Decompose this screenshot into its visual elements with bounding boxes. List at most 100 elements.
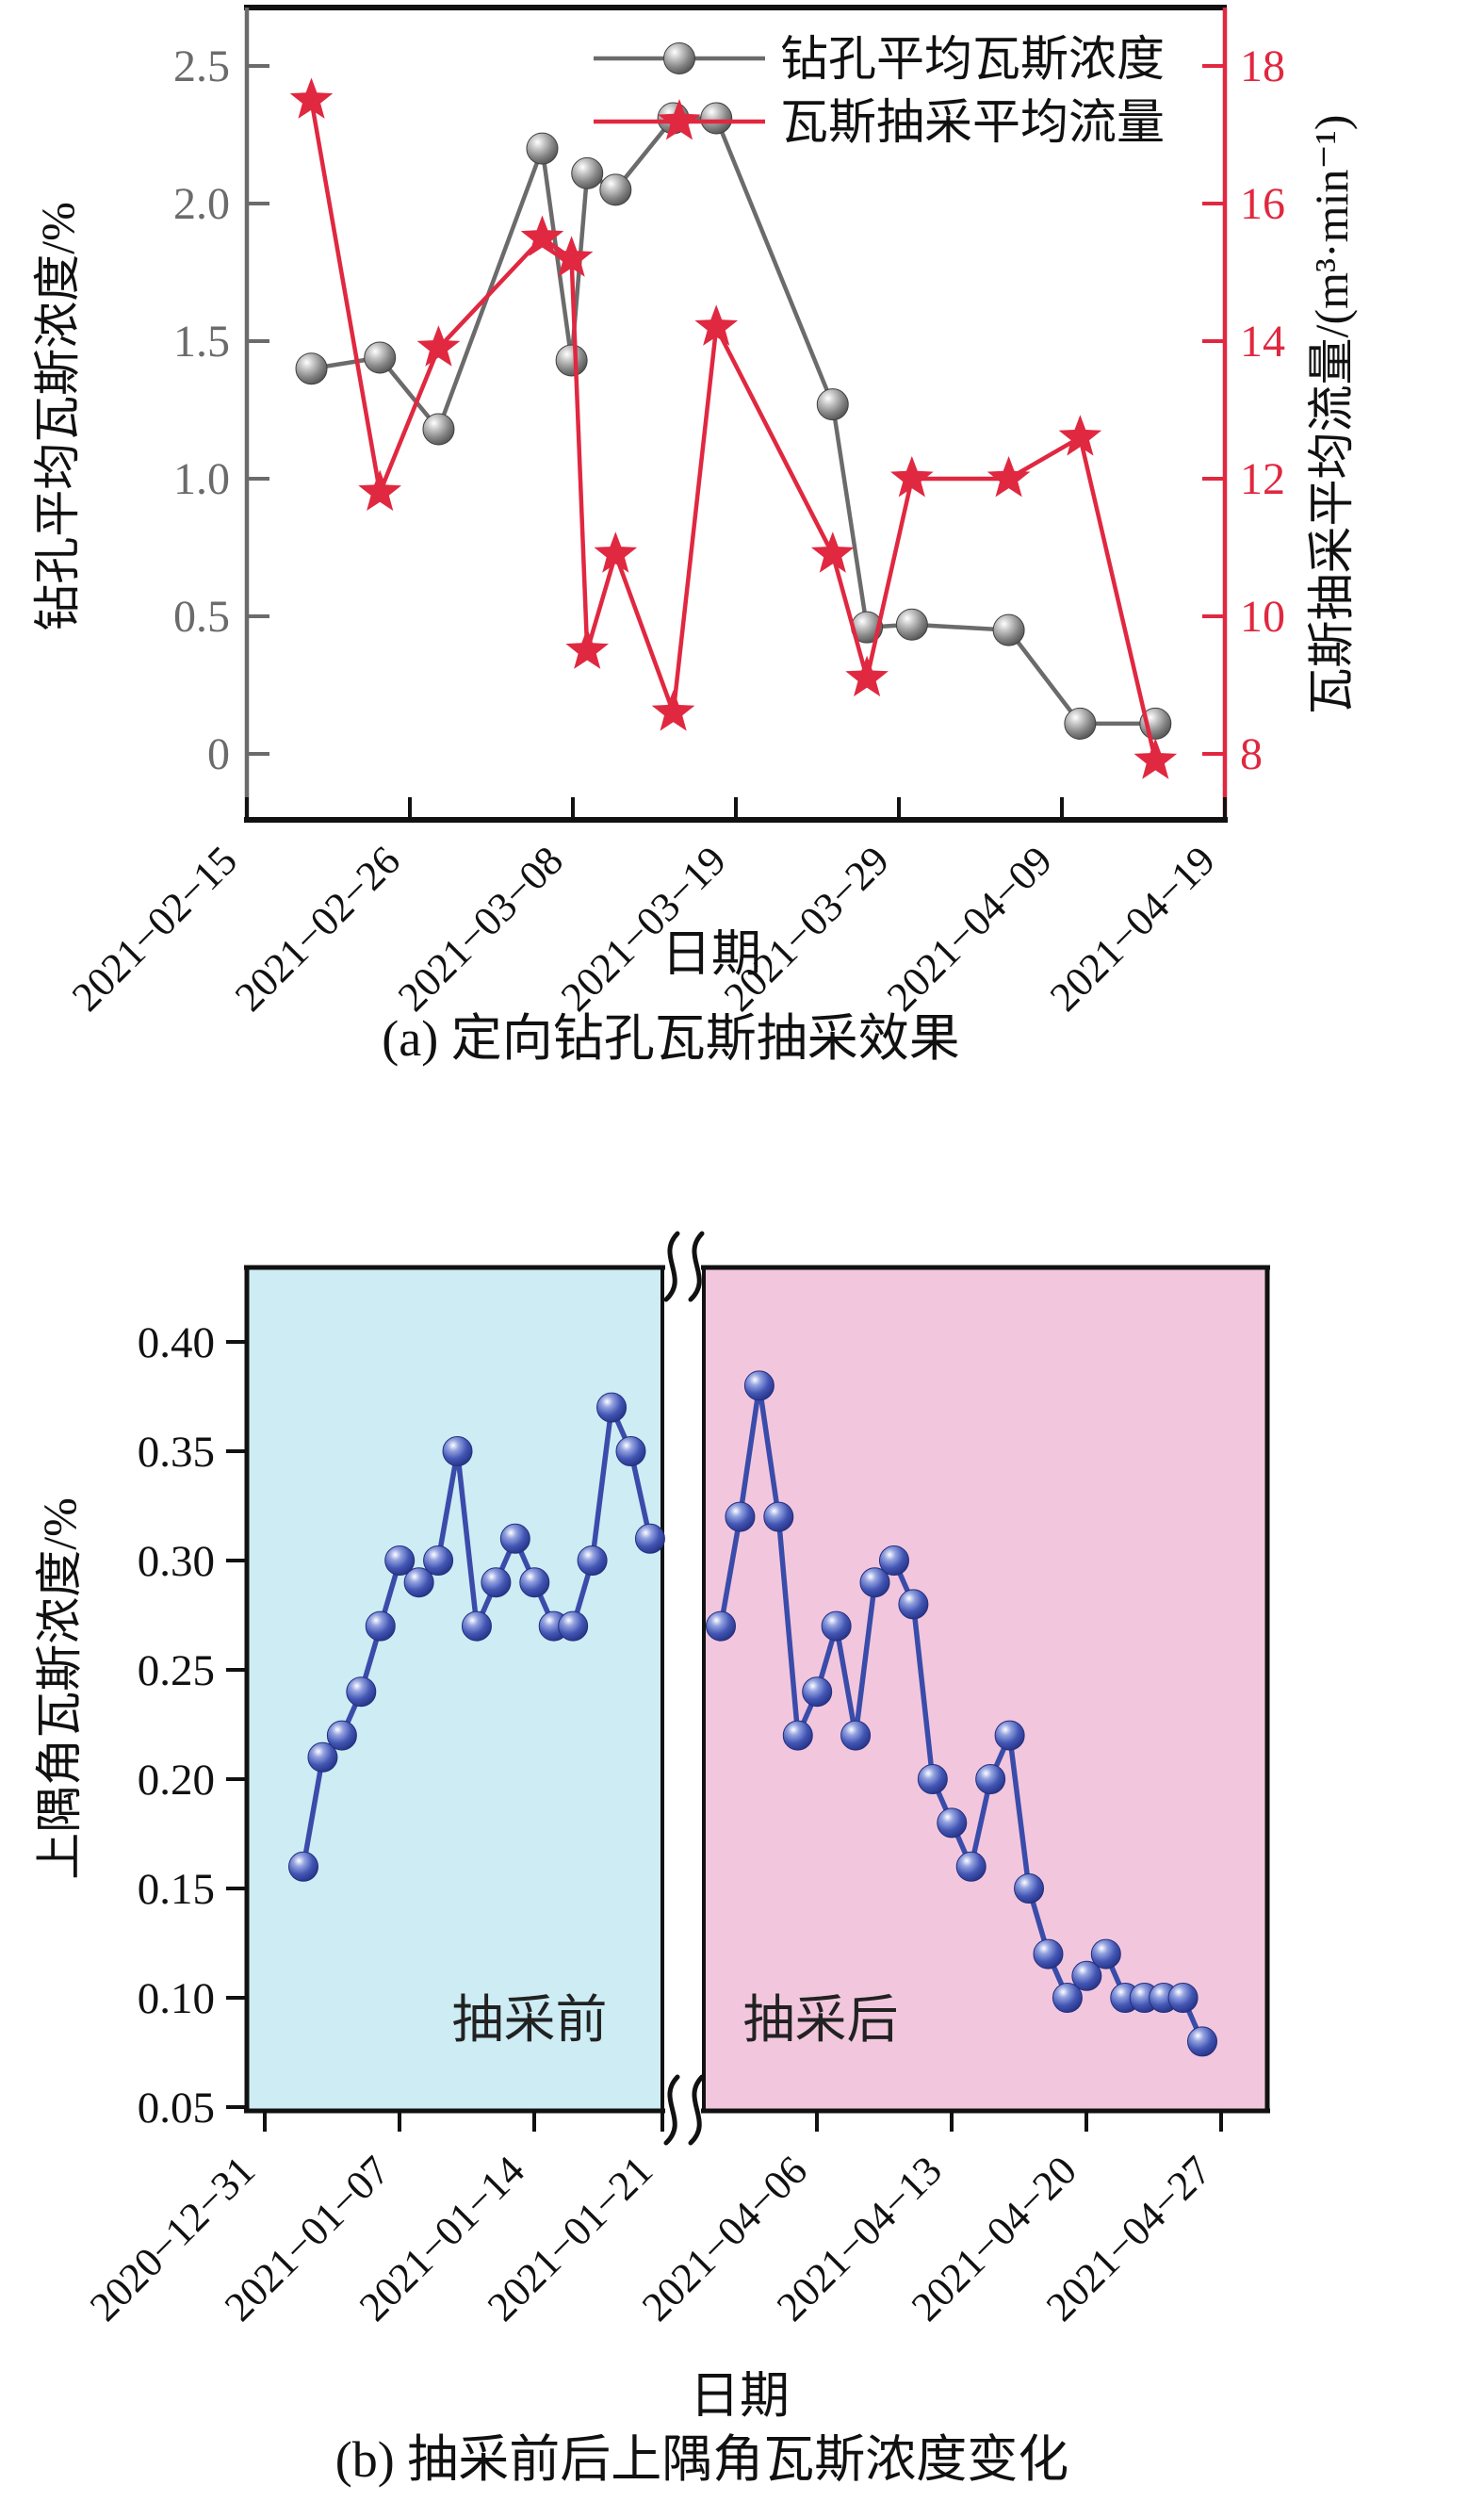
a-x-tick-label: 2021−02−15	[63, 837, 246, 1020]
a-star-marker	[694, 304, 739, 346]
a-right-tick-label: 10	[1240, 592, 1285, 642]
a-left-tick-label: 2.5	[173, 41, 230, 91]
b-circle-marker	[1033, 1938, 1064, 1970]
b-circle-marker	[326, 1720, 357, 1751]
a-star-marker	[594, 531, 638, 573]
b-circle-marker	[615, 1436, 646, 1466]
b-circle-marker	[937, 1807, 968, 1839]
b-circle-marker	[898, 1589, 929, 1620]
chart-a: 2.52.01.51.00.50181614121082021−02−15202…	[63, 5, 1285, 1021]
b-circle-marker	[1167, 1983, 1199, 2013]
b-circle-marker	[558, 1610, 589, 1642]
a-left-tick-label: 0.5	[173, 592, 230, 642]
a-star-marker	[845, 655, 889, 697]
a-star-marker	[651, 690, 695, 731]
a-star-marker	[1058, 415, 1102, 456]
b-circle-marker	[955, 1851, 987, 1882]
b-circle-marker	[821, 1610, 852, 1642]
a-left-tick-label: 2.0	[173, 179, 230, 229]
b-left-tick-label: 0.25	[138, 1646, 215, 1695]
chart-b: 0.400.350.300.250.200.150.100.052020−12−…	[81, 1231, 1270, 2330]
b-circle-marker	[288, 1851, 318, 1882]
caption-a: (a) 定向钻孔瓦斯抽采效果	[382, 1010, 959, 1067]
a-circle-marker	[1064, 707, 1097, 740]
b-circle-marker	[743, 1370, 775, 1401]
b-axis-break-icon-bottom	[688, 2074, 705, 2146]
a-star-marker	[890, 456, 934, 498]
b-left-tick-label: 0.30	[138, 1537, 215, 1586]
b-axis-break-icon-top	[663, 1231, 680, 1302]
a-right-tick-label: 8	[1240, 729, 1263, 779]
b-left-tick-label: 0.10	[138, 1974, 215, 2023]
b-left-tick-label: 0.20	[138, 1756, 215, 1805]
b-circle-marker	[1071, 1960, 1102, 1991]
b-circle-marker	[577, 1545, 608, 1576]
b-circle-marker	[1090, 1938, 1121, 1970]
a-x-tick-label: 2021−04−19	[1041, 837, 1224, 1020]
b-circle-marker	[596, 1392, 628, 1423]
a-circle-marker	[364, 341, 397, 374]
a-circle-marker	[816, 388, 849, 421]
b-circle-marker	[994, 1720, 1025, 1751]
a-right-tick-label: 12	[1240, 454, 1285, 504]
b-circle-marker	[782, 1720, 813, 1751]
b-circle-marker	[763, 1501, 794, 1532]
a-left-tick-label: 1.5	[173, 317, 230, 367]
b-x-axis-title: 日期	[690, 2369, 790, 2424]
b-circle-marker	[481, 1567, 512, 1598]
b-region-label-after: 抽采后	[742, 1991, 898, 2049]
b-region-before-bg	[247, 1267, 662, 2111]
b-left-tick-label: 0.40	[138, 1318, 215, 1367]
caption-b: (b) 抽采前后上隅角瓦斯浓度变化	[335, 2431, 1068, 2488]
a-star-marker	[565, 628, 609, 669]
a-star-marker	[289, 77, 334, 119]
a-right-tick-label: 18	[1240, 41, 1285, 91]
b-circle-marker	[975, 1764, 1006, 1794]
b-left-tick-label: 0.05	[138, 2084, 215, 2133]
b-left-tick-label: 0.35	[138, 1428, 215, 1477]
b-axis-break-icon-top	[688, 1231, 705, 1302]
a-star-marker	[987, 456, 1031, 498]
a-legend-label-concentration: 钻孔平均瓦斯浓度	[780, 34, 1165, 87]
b-circle-marker	[365, 1610, 396, 1642]
a-x-tick-label: 2021−03−08	[389, 837, 572, 1020]
b-circle-marker	[1014, 1873, 1045, 1904]
b-circle-marker	[384, 1545, 416, 1576]
a-circle-marker	[599, 173, 632, 206]
b-circle-marker	[346, 1676, 377, 1708]
b-y-axis-title: 上隅角瓦斯浓度/%	[33, 1497, 86, 1880]
b-circle-marker	[461, 1610, 492, 1642]
b-circle-marker	[840, 1720, 872, 1751]
a-circle-marker	[895, 608, 928, 641]
b-circle-marker	[878, 1545, 909, 1576]
a-circle-marker	[700, 102, 733, 135]
b-circle-marker	[1052, 1983, 1083, 2013]
a-star-marker	[1133, 738, 1178, 779]
a-circle-marker	[422, 413, 455, 446]
b-circle-marker	[706, 1610, 736, 1642]
b-circle-marker	[859, 1567, 890, 1598]
b-circle-marker	[634, 1523, 665, 1554]
a-y-axis-title-right: 瓦斯抽采平均流量/(m³·min⁻¹)	[1305, 115, 1358, 715]
a-x-tick-label: 2021−02−26	[226, 837, 409, 1020]
b-circle-marker	[499, 1523, 530, 1554]
a-star-marker	[358, 469, 401, 511]
b-circle-marker	[442, 1436, 473, 1466]
a-legend-label-flow: 瓦斯抽采平均流量	[780, 97, 1165, 150]
b-axis-break-icon-bottom	[663, 2074, 680, 2146]
a-star-marker	[520, 215, 564, 256]
a-left-tick-label: 0	[207, 729, 230, 779]
b-left-tick-label: 0.15	[138, 1865, 215, 1914]
b-circle-marker	[917, 1764, 948, 1794]
a-y-axis-title-left: 钻孔平均瓦斯浓度/%	[31, 202, 84, 631]
b-circle-marker	[307, 1741, 338, 1773]
a-right-tick-label: 16	[1240, 179, 1285, 229]
b-circle-marker	[423, 1545, 454, 1576]
a-circle-marker	[526, 132, 559, 165]
b-circle-marker	[519, 1567, 550, 1598]
a-legend-star-icon	[658, 99, 701, 140]
b-circle-marker	[802, 1676, 833, 1708]
a-legend-circle-icon	[663, 42, 695, 74]
b-region-label-before: 抽采前	[451, 1991, 607, 2049]
